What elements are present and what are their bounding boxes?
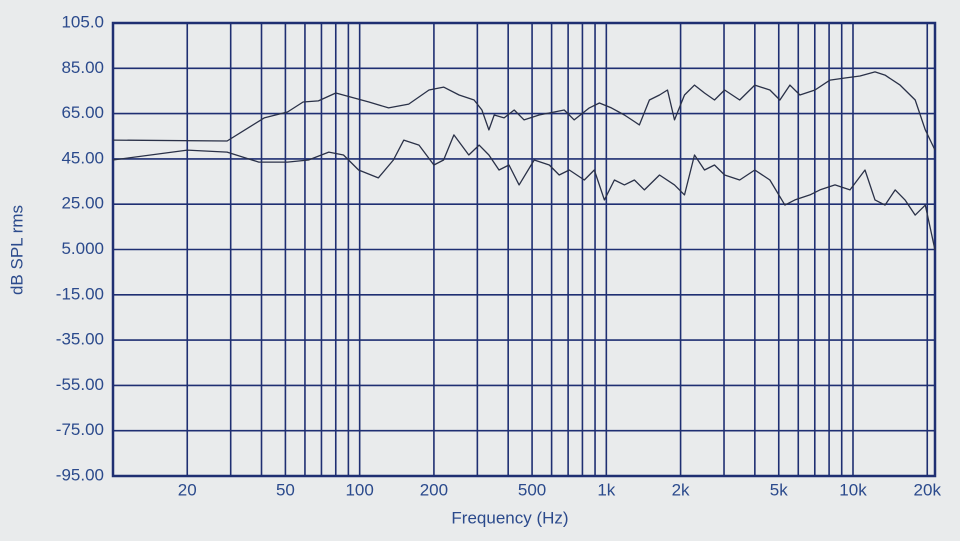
- y-tick-label: 5.000: [61, 239, 104, 258]
- y-tick-label: 25.00: [61, 194, 104, 213]
- series-line: [112, 134, 936, 251]
- y-tick-label: -35.00: [56, 330, 104, 349]
- y-tick-label: -15.00: [56, 284, 104, 303]
- x-tick-label: 100: [345, 480, 373, 499]
- x-tick-label: 5k: [770, 480, 788, 499]
- y-tick-label: -75.00: [56, 420, 104, 439]
- x-tick-label: 50: [276, 480, 295, 499]
- y-tick-label: -55.00: [56, 375, 104, 394]
- y-tick-label: 85.00: [61, 58, 104, 77]
- y-axis-label: dB SPL rms: [7, 205, 26, 295]
- series-line: [112, 71, 936, 151]
- x-tick-label: 10k: [839, 480, 867, 499]
- x-tick-label: 20k: [914, 480, 942, 499]
- y-tick-label: 45.00: [61, 148, 104, 167]
- x-tick-label: 20: [178, 480, 197, 499]
- y-tick-label: 105.0: [61, 12, 104, 31]
- x-axis-label: Frequency (Hz): [451, 508, 568, 527]
- x-tick-label: 500: [518, 480, 546, 499]
- x-tick-label: 2k: [672, 480, 690, 499]
- y-tick-label: -95.00: [56, 465, 104, 484]
- x-tick-label: 1k: [597, 480, 615, 499]
- y-tick-label: 65.00: [61, 103, 104, 122]
- x-tick-label: 200: [420, 480, 448, 499]
